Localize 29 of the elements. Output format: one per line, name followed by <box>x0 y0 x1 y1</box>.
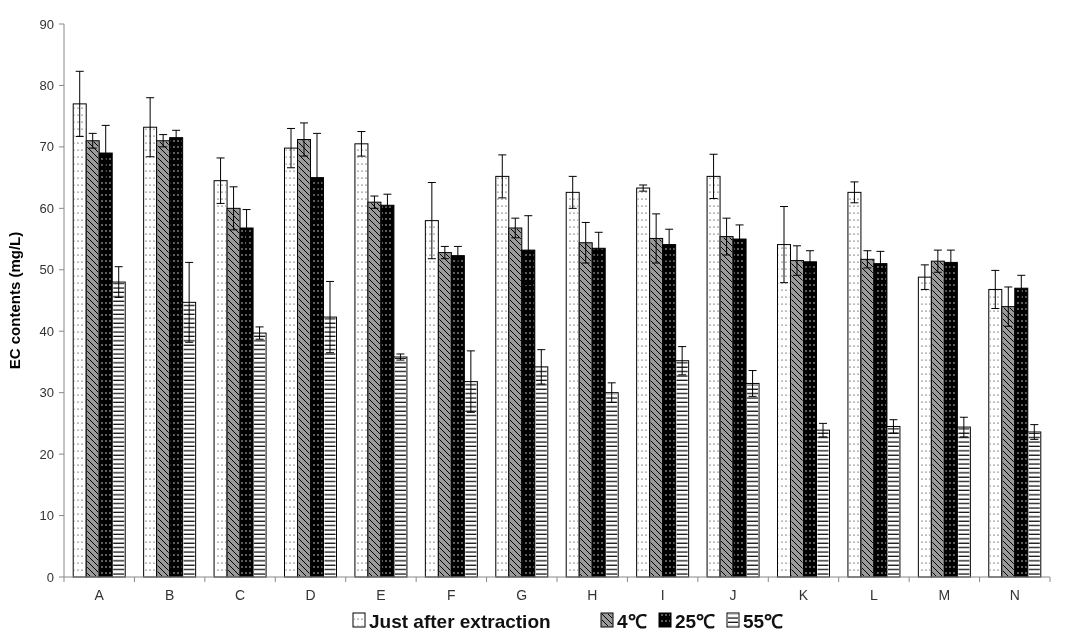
x-tick-label: L <box>870 587 879 603</box>
x-tick-label: I <box>660 587 665 603</box>
legend-label: 4℃ <box>617 611 647 632</box>
x-tick-label: A <box>94 587 105 603</box>
x-tick-label: D <box>305 587 316 603</box>
legend-label: 55℃ <box>743 611 784 632</box>
x-tick-label: G <box>516 587 528 603</box>
x-tick-label: F <box>447 587 456 603</box>
x-tick-label: C <box>235 587 246 603</box>
y-tick-label: 40 <box>39 323 54 339</box>
y-tick-label: 80 <box>39 77 54 93</box>
x-tick-label: M <box>938 587 951 603</box>
x-tick-label: K <box>798 587 809 603</box>
x-tick-label: N <box>1009 587 1020 603</box>
legend-label: Just after extraction <box>369 611 551 632</box>
x-tick-label: B <box>164 587 175 603</box>
y-tick-label: 60 <box>39 200 54 216</box>
y-tick-label: 10 <box>39 508 54 524</box>
y-tick-label: 90 <box>39 16 54 32</box>
y-tick-label: 20 <box>39 446 54 462</box>
y-tick-label: 70 <box>39 139 54 155</box>
x-tick-label: E <box>376 587 386 603</box>
y-tick-label: 50 <box>39 262 54 278</box>
y-tick-label: 30 <box>39 385 54 401</box>
x-tick-label: H <box>587 587 598 603</box>
legend-label: 25℃ <box>675 611 716 632</box>
y-axis-title: EC contents (mg/L) <box>6 231 23 370</box>
y-tick-label: 0 <box>46 569 54 585</box>
x-tick-label: J <box>729 587 737 603</box>
